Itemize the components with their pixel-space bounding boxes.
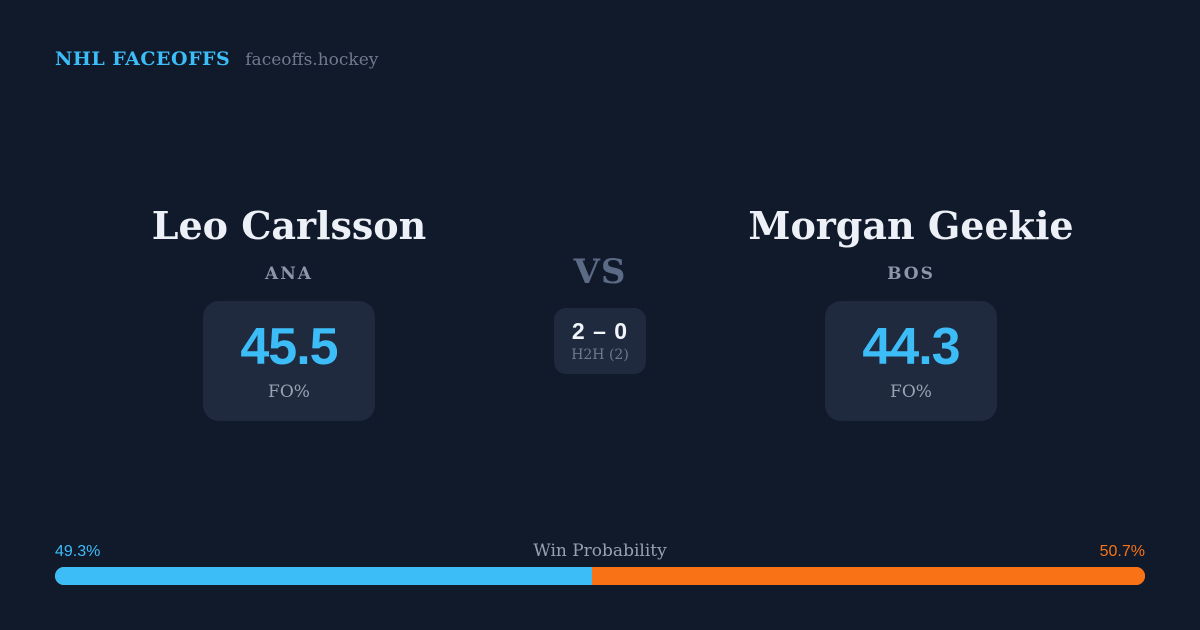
win-bar-left-segment [55,567,593,585]
win-bar-right-segment [592,567,1145,585]
player-right-name: Morgan Geekie [748,203,1074,248]
win-probability-bar [55,567,1145,585]
right-win-percentage: 50.7% [1099,543,1145,560]
player-left-faceoff-percentage: 45.5 [240,318,338,376]
head-to-head-card: 2 – 0 H2H (2) [554,308,646,374]
win-probability-title: Win Probability [533,541,667,561]
player-left-stat-label: FO% [268,382,310,402]
player-right-faceoff-percentage: 44.3 [862,318,960,376]
matchup-section: Leo Carlsson ANA 45.5 FO% VS 2 – 0 H2H (… [0,203,1200,421]
head-to-head-label: H2H (2) [571,347,629,363]
versus-column: VS 2 – 0 H2H (2) [490,203,710,374]
left-win-percentage: 49.3% [55,543,101,560]
win-probability-labels: 49.3% Win Probability 50.7% [55,541,1145,562]
player-right-team: BOS [887,264,935,284]
player-right-stat-label: FO% [890,382,932,402]
brand-title: NHL FACEOFFS [55,48,231,70]
player-left-stat-card: 45.5 FO% [203,301,375,421]
win-probability-section: 49.3% Win Probability 50.7% [55,541,1145,585]
player-left-name: Leo Carlsson [151,203,427,248]
player-right-stat-card: 44.3 FO% [825,301,997,421]
site-url: faceoffs.hockey [245,50,379,70]
player-left-team: ANA [265,264,313,284]
vs-label: VS [573,252,627,292]
header: NHL FACEOFFS faceoffs.hockey [55,48,378,70]
head-to-head-score: 2 – 0 [571,318,629,344]
player-left-column: Leo Carlsson ANA 45.5 FO% [109,203,469,421]
player-right-column: Morgan Geekie BOS 44.3 FO% [731,203,1091,421]
